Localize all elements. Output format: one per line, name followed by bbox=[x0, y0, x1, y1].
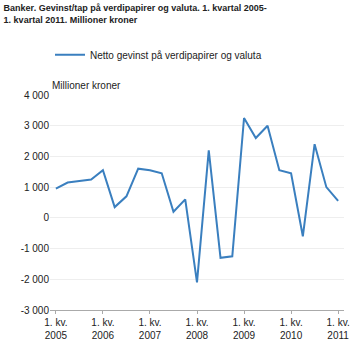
svg-text:Millioner kroner: Millioner kroner bbox=[52, 80, 121, 91]
svg-text:4 000: 4 000 bbox=[24, 90, 49, 101]
svg-text:2 000: 2 000 bbox=[24, 151, 49, 162]
svg-text:1. kv.2006: 1. kv.2006 bbox=[91, 317, 114, 341]
svg-text:3 000: 3 000 bbox=[24, 120, 49, 131]
svg-text:-2 000: -2 000 bbox=[21, 274, 50, 285]
svg-text:Netto gevinst på verdipapirer: Netto gevinst på verdipapirer og valuta bbox=[90, 50, 262, 61]
svg-text:1. kv.2010: 1. kv.2010 bbox=[280, 317, 303, 341]
svg-text:-3 000: -3 000 bbox=[21, 305, 50, 316]
svg-text:1. kv.2007: 1. kv.2007 bbox=[138, 317, 161, 341]
svg-text:0: 0 bbox=[43, 212, 49, 223]
svg-text:1. kv.2008: 1. kv.2008 bbox=[185, 317, 208, 341]
svg-text:1. kv.2011: 1. kv.2011 bbox=[327, 317, 350, 341]
svg-text:Banker. Gevinst/tap på verdipa: Banker. Gevinst/tap på verdipapirer og v… bbox=[4, 3, 267, 25]
svg-text:1 000: 1 000 bbox=[24, 182, 49, 193]
svg-text:1. kv.2005: 1. kv.2005 bbox=[44, 317, 67, 341]
svg-text:-1 000: -1 000 bbox=[21, 243, 50, 254]
svg-text:1. kv.2009: 1. kv.2009 bbox=[232, 317, 255, 341]
